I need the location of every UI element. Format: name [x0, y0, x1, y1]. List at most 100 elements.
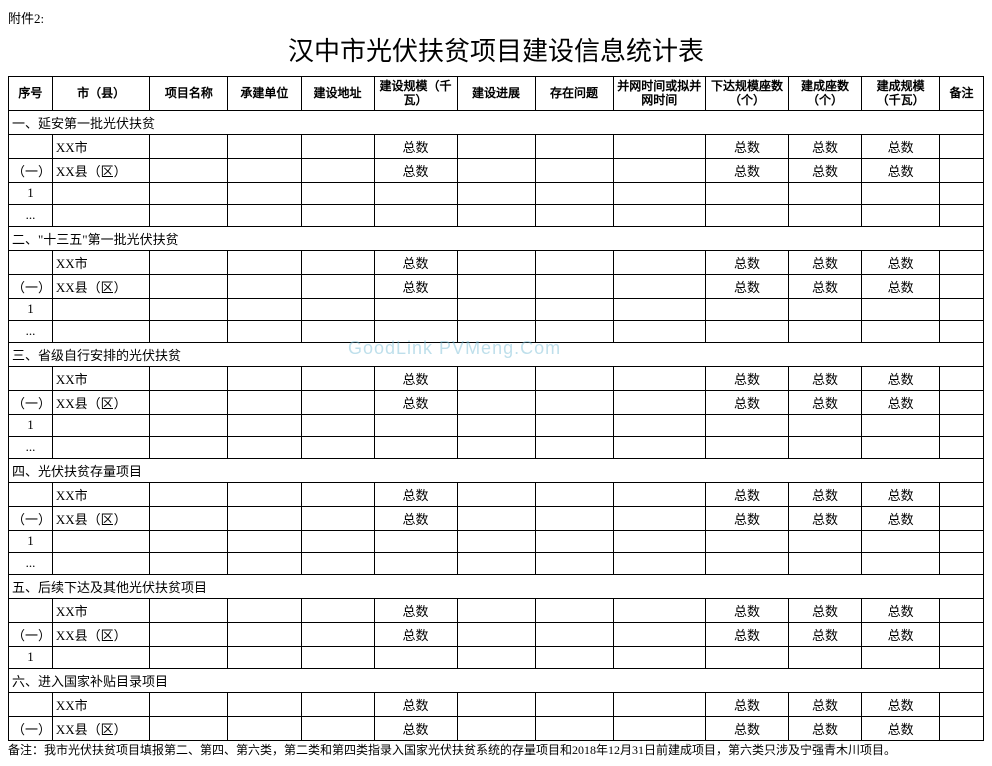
total-cell: 总数: [706, 692, 789, 716]
total-cell: 总数: [789, 366, 862, 390]
cell: [535, 506, 613, 530]
total-cell: 总数: [789, 158, 862, 182]
cell: [940, 204, 984, 226]
total-cell: 总数: [789, 622, 862, 646]
table-row: ...: [9, 204, 984, 226]
total-cell: 总数: [789, 250, 862, 274]
cell: [457, 482, 535, 506]
total-cell: 总数: [374, 366, 457, 390]
total-cell: 总数: [706, 598, 789, 622]
cell: [457, 552, 535, 574]
cell: [789, 646, 862, 668]
header-row: 序号 市（县） 项目名称 承建单位 建设地址 建设规模（千瓦） 建设进展 存在问…: [9, 77, 984, 111]
cell: [228, 274, 301, 298]
total-cell: 总数: [862, 622, 940, 646]
cell: [228, 482, 301, 506]
cell: [374, 204, 457, 226]
cell: [940, 274, 984, 298]
cell: [613, 506, 706, 530]
section-label: 六、进入国家补贴目录项目: [9, 668, 984, 692]
page-title: 汉中市光伏扶贫项目建设信息统计表: [8, 31, 984, 68]
cell: [301, 182, 374, 204]
cell: [535, 366, 613, 390]
cell: [228, 366, 301, 390]
cell: [301, 646, 374, 668]
cell: [706, 530, 789, 552]
cell: [228, 436, 301, 458]
cell: [374, 436, 457, 458]
col-header: 承建单位: [228, 77, 301, 111]
total-cell: 总数: [862, 692, 940, 716]
total-cell: 总数: [706, 366, 789, 390]
cell: [706, 320, 789, 342]
cell: [535, 622, 613, 646]
cell: [862, 552, 940, 574]
cell: [535, 414, 613, 436]
cell: [613, 320, 706, 342]
cell: [613, 274, 706, 298]
table-row: XX市总数总数总数总数: [9, 692, 984, 716]
table-row: （一）XX县（区）总数总数总数总数: [9, 622, 984, 646]
cell: [301, 158, 374, 182]
table-row: XX市总数总数总数总数: [9, 250, 984, 274]
cell: [457, 598, 535, 622]
col-header: 并网时间或拟并网时间: [613, 77, 706, 111]
cell: [228, 158, 301, 182]
cell: [535, 436, 613, 458]
cell: [228, 298, 301, 320]
total-cell: 总数: [862, 366, 940, 390]
cell: [706, 298, 789, 320]
total-cell: 总数: [374, 622, 457, 646]
cell: [150, 320, 228, 342]
total-cell: 总数: [374, 482, 457, 506]
total-cell: 总数: [374, 506, 457, 530]
cell: ...: [9, 436, 53, 458]
cell: [301, 552, 374, 574]
cell: [940, 134, 984, 158]
cell: [150, 506, 228, 530]
cell: [52, 182, 150, 204]
cell: [9, 366, 53, 390]
cell: [301, 482, 374, 506]
cell: [457, 390, 535, 414]
cell: [940, 250, 984, 274]
col-header: 建成座数（个）: [789, 77, 862, 111]
col-header: 存在问题: [535, 77, 613, 111]
cell: [789, 414, 862, 436]
cell: [613, 716, 706, 740]
cell: [9, 598, 53, 622]
col-header: 下达规模座数（个）: [706, 77, 789, 111]
cell: [940, 158, 984, 182]
total-cell: 总数: [706, 390, 789, 414]
cell: [150, 692, 228, 716]
cell: [940, 506, 984, 530]
total-cell: 总数: [862, 482, 940, 506]
cell: 1: [9, 414, 53, 436]
cell: XX县（区）: [52, 506, 150, 530]
cell: [301, 320, 374, 342]
cell: [301, 692, 374, 716]
cell: [613, 646, 706, 668]
cell: [613, 158, 706, 182]
cell: [52, 530, 150, 552]
cell: [457, 716, 535, 740]
cell: [613, 622, 706, 646]
section-row: 五、后续下达及其他光伏扶贫项目: [9, 574, 984, 598]
cell: [535, 320, 613, 342]
cell: [457, 506, 535, 530]
section-row: 四、光伏扶贫存量项目: [9, 458, 984, 482]
cell: [228, 506, 301, 530]
cell: 1: [9, 182, 53, 204]
cell: [613, 182, 706, 204]
cell: [150, 646, 228, 668]
total-cell: 总数: [789, 506, 862, 530]
cell: [535, 390, 613, 414]
cell: [862, 414, 940, 436]
table-row: XX市总数总数总数总数: [9, 598, 984, 622]
table-row: XX市总数总数总数总数: [9, 366, 984, 390]
total-cell: 总数: [789, 134, 862, 158]
total-cell: 总数: [706, 506, 789, 530]
cell: （一）: [9, 716, 53, 740]
cell: [301, 366, 374, 390]
total-cell: 总数: [374, 134, 457, 158]
